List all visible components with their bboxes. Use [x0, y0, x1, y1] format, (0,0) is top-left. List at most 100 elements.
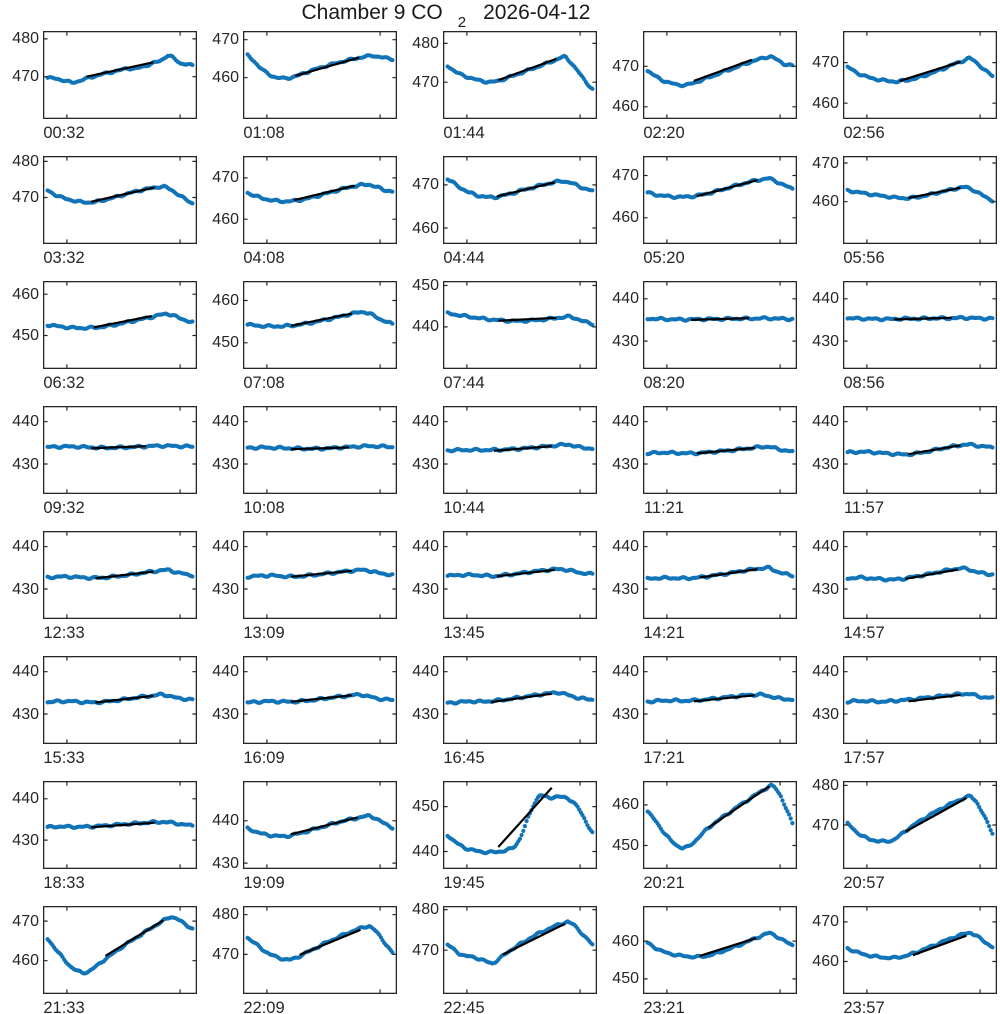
fit-line [104, 919, 164, 957]
y-tick-label: 460 [812, 193, 839, 211]
axes-box [843, 281, 997, 369]
axis-ticks [843, 31, 997, 119]
plot-area [843, 406, 997, 494]
subplot-17:57: 440 430 17:57 [812, 656, 997, 767]
y-tick-label: 460 [212, 292, 239, 309]
scatter-points [845, 930, 995, 961]
scatter-points [445, 310, 595, 328]
axis-ticks [43, 656, 197, 744]
axes-box [243, 781, 397, 869]
y-tick-label: 470 [812, 816, 839, 834]
y-tick-label: 460 [212, 69, 239, 87]
y-tick-label: 430 [612, 580, 639, 598]
y-tick-label: 460 [612, 98, 639, 116]
axis-ticks [243, 281, 397, 369]
scatter-points [645, 176, 795, 200]
plot-area [843, 781, 997, 869]
subplot-14:21: 440 430 14:21 [612, 531, 797, 642]
fit-line [496, 568, 555, 578]
y-tick-label: 440 [812, 290, 839, 308]
axis-ticks [443, 781, 597, 869]
y-tick-label: 450 [612, 837, 639, 854]
fit-line [502, 922, 566, 956]
x-tick-label: 23:21 [643, 999, 685, 1014]
subplot-12:33: 440 430 12:33 [12, 531, 197, 642]
y-tick-label: 470 [212, 169, 239, 187]
y-tick-label: 430 [12, 705, 39, 723]
x-tick-label: 06:32 [43, 374, 85, 392]
y-tick-label: 480 [412, 34, 439, 52]
x-tick-label: 05:20 [643, 249, 685, 267]
subplot-23:21: 460 450 23:21 [612, 906, 797, 1014]
axis-ticks [443, 156, 597, 244]
axis-ticks [643, 781, 797, 869]
y-tick-label: 450 [12, 327, 39, 344]
x-tick-label: 08:56 [843, 374, 885, 392]
x-tick-label: 04:44 [443, 249, 485, 267]
axis-ticks [43, 406, 197, 494]
subplot-01:08: 470 460 01:08 [212, 31, 397, 142]
x-tick-label: 02:56 [843, 124, 885, 142]
y-tick-label: 430 [412, 580, 439, 598]
x-tick-label: 10:08 [243, 499, 285, 517]
y-tick-label: 460 [12, 285, 39, 303]
subplot-05:56: 470 460 05:56 [812, 155, 997, 267]
subplot-03:32: 480 470 03:32 [12, 153, 197, 267]
scatter-points [45, 567, 195, 581]
subplot-11:57: 440 430 11:57 [812, 406, 997, 517]
axes-box [643, 406, 797, 494]
plot-area [843, 656, 997, 744]
y-tick-label: 440 [812, 663, 839, 681]
axes-box [843, 531, 997, 619]
plot-area [243, 156, 397, 244]
y-tick-label: 460 [812, 953, 839, 970]
y-tick-label: 440 [212, 812, 239, 830]
axis-ticks [243, 406, 397, 494]
plot-area [43, 781, 197, 869]
subplot-15:33: 440 430 15:33 [12, 656, 197, 767]
fit-line [699, 937, 757, 957]
y-tick-label: 470 [812, 154, 839, 172]
axis-ticks [843, 406, 997, 494]
plot-area [443, 656, 597, 744]
x-tick-label: 17:57 [843, 749, 885, 767]
x-tick-label: 07:08 [243, 374, 285, 392]
scatter-points [645, 930, 795, 960]
x-tick-label: 00:32 [43, 124, 85, 142]
axes-box [43, 906, 197, 994]
y-tick-label: 430 [12, 831, 39, 849]
scatter-points [45, 691, 195, 706]
y-tick-label: 440 [12, 663, 39, 681]
fit-line [905, 568, 958, 580]
fit-line [696, 446, 755, 455]
y-tick-label: 440 [612, 290, 639, 308]
y-tick-label: 450 [612, 970, 639, 988]
subplot-01:44: 480 470 01:44 [412, 31, 597, 142]
x-tick-label: 13:09 [243, 624, 285, 642]
plot-area [843, 906, 997, 994]
scatter-points [845, 691, 995, 705]
axis-ticks [443, 31, 597, 119]
x-tick-label: 22:09 [243, 999, 285, 1014]
x-tick-label: 13:45 [443, 624, 485, 642]
fit-line [90, 445, 147, 450]
plot-area [643, 156, 797, 244]
axes-box [643, 156, 797, 244]
fit-line [290, 816, 358, 836]
x-tick-label: 19:09 [243, 874, 285, 892]
axis-ticks [43, 906, 197, 994]
axis-ticks [643, 656, 797, 744]
y-tick-label: 460 [612, 209, 639, 227]
fit-line [293, 184, 355, 202]
subplot-22:09: 480 470 22:09 [212, 906, 397, 1014]
x-tick-label: 17:21 [643, 749, 685, 767]
axis-ticks [843, 156, 997, 244]
figure-title-subscript: 2 [457, 14, 467, 31]
axes-box [43, 531, 197, 619]
plot-area [443, 156, 597, 244]
axes-box [843, 31, 997, 119]
fit-line [290, 569, 352, 578]
subplot-17:21: 440 430 17:21 [612, 656, 797, 767]
axes-box [43, 406, 197, 494]
